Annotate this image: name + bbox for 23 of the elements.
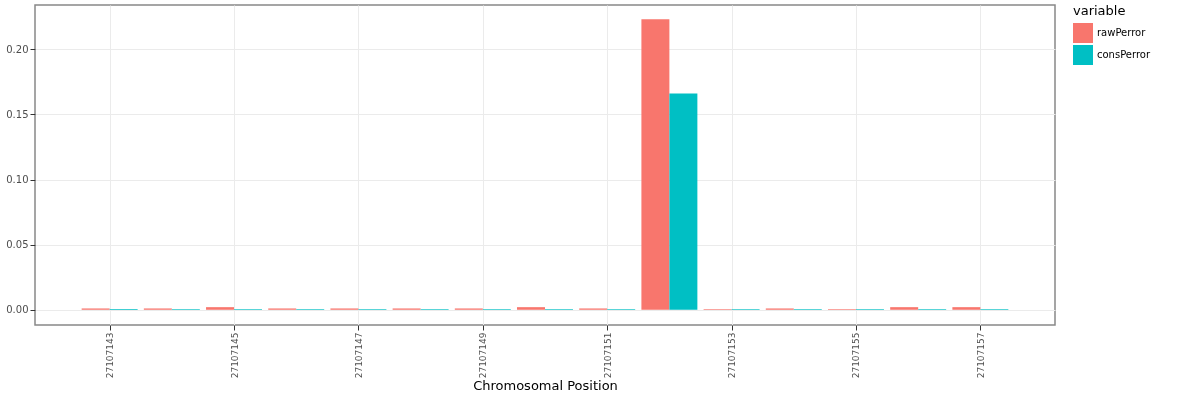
bar (206, 307, 235, 310)
y-tick-label: 0.20 (6, 43, 29, 55)
y-tick-label: 0.10 (6, 174, 29, 186)
bar (641, 19, 670, 310)
x-tick-label: 27107151 (602, 332, 613, 379)
x-tick-label: 27107153 (727, 332, 738, 379)
bar (669, 93, 698, 310)
bar (890, 307, 919, 310)
x-tick-label: 27107155 (851, 332, 862, 379)
legend-label: rawPerror (1097, 27, 1147, 38)
x-tick-label: 27107149 (478, 332, 489, 379)
x-tick-label: 27107145 (229, 332, 240, 379)
bar (517, 307, 545, 310)
y-tick-label: 0.15 (6, 108, 29, 120)
y-tick-label: 0.05 (6, 239, 29, 251)
x-tick-label: 27107157 (975, 332, 986, 379)
y-tick-label: 0.00 (6, 304, 29, 316)
bar (952, 307, 981, 310)
legend-title: variable (1073, 3, 1126, 18)
x-tick-label: 27107143 (105, 332, 116, 379)
x-axis-title: Chromosomal Position (473, 378, 618, 394)
legend-label: consPerror (1097, 49, 1151, 60)
x-tick-label: 27107147 (353, 332, 364, 379)
